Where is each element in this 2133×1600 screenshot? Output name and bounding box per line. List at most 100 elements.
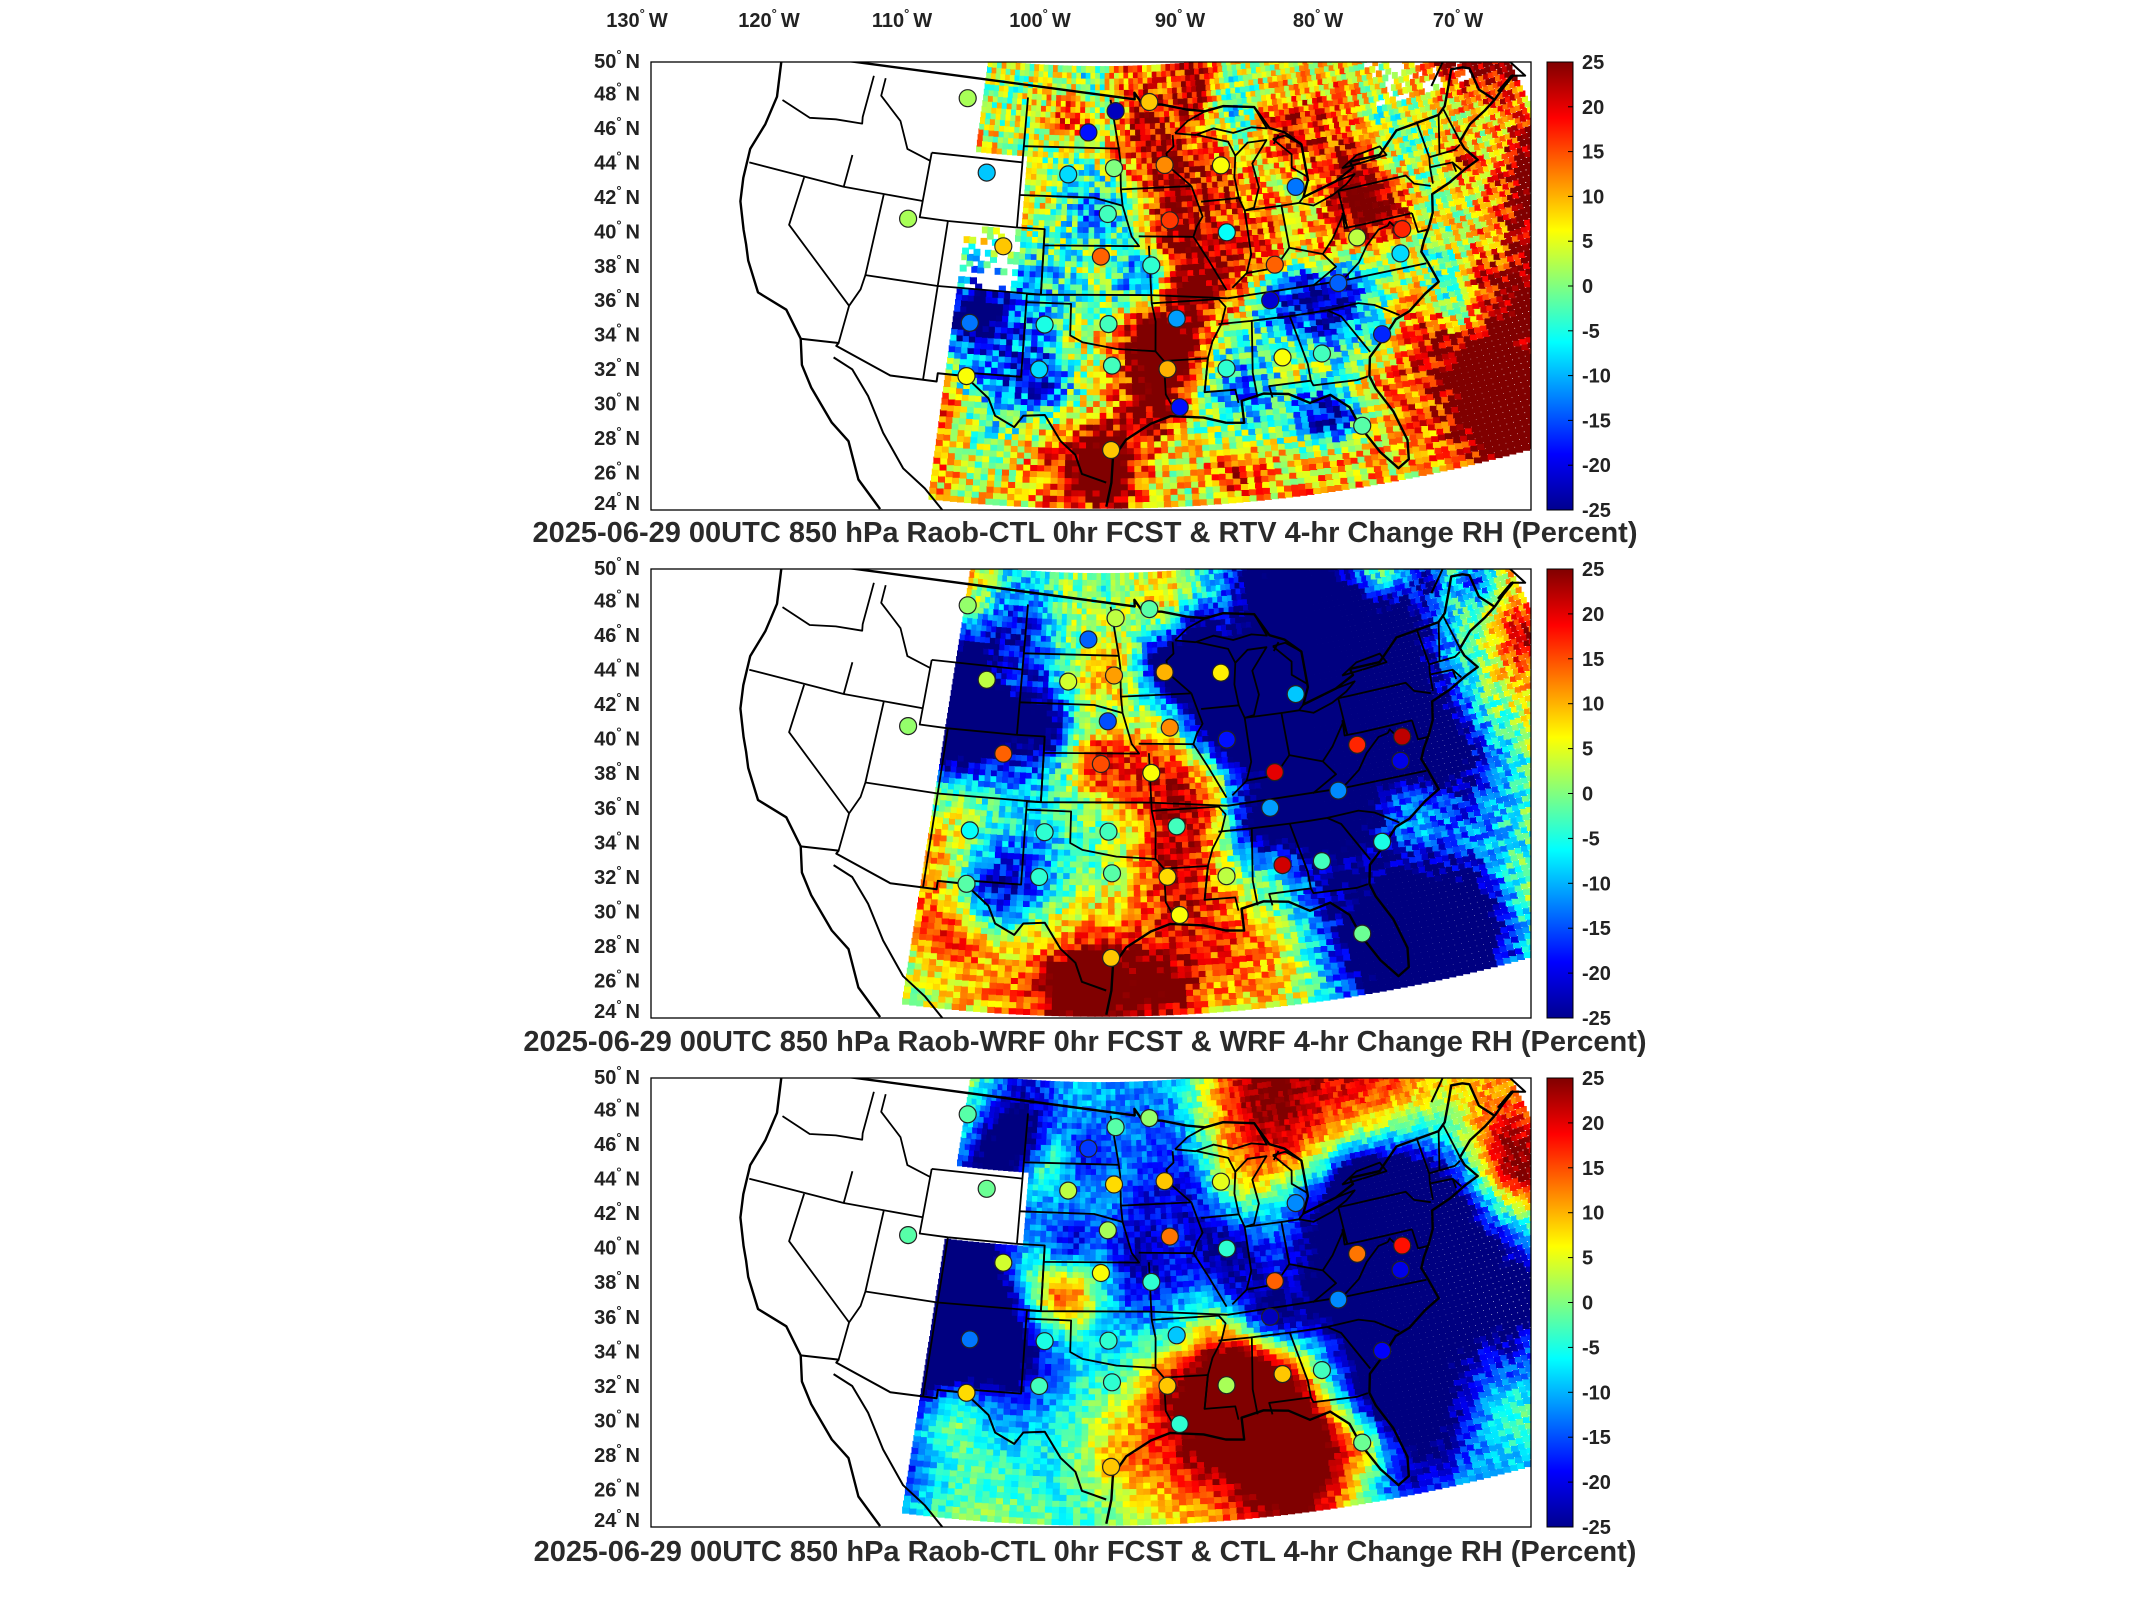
state-border <box>1019 701 1123 714</box>
raob-station-marker <box>898 209 918 228</box>
lat-tick-label: 40° N <box>594 725 640 751</box>
lat-tick-label: 30° N <box>594 390 640 416</box>
map-frame <box>650 1077 1532 1528</box>
colorbar-tick-label: 25 <box>1582 559 1604 581</box>
raob-station-marker <box>1393 727 1412 746</box>
coastline <box>833 356 944 510</box>
state-border <box>848 1210 885 1323</box>
coastline <box>1105 1090 1515 1525</box>
state-border <box>1040 245 1045 295</box>
lat-tick-label: 34° N <box>594 828 640 854</box>
state-border <box>1437 622 1441 662</box>
raob-station-marker <box>898 716 918 736</box>
state-border <box>1250 828 1259 906</box>
raob-station-marker <box>1155 663 1174 682</box>
state-border <box>1310 1392 1369 1403</box>
state-border <box>1203 1374 1209 1409</box>
colorbar-tick-label: 25 <box>1582 52 1604 74</box>
lake-outline <box>1233 646 1268 719</box>
raob-station-marker <box>1312 344 1332 363</box>
state-border <box>1243 1226 1253 1290</box>
state-border <box>1243 717 1253 781</box>
state-border <box>1337 697 1413 737</box>
state-border <box>782 582 875 632</box>
lat-tick-label: 38° N <box>594 252 640 278</box>
lat-tick-label: 50° N <box>594 47 640 73</box>
state-border <box>1310 375 1369 387</box>
lat-tick-label: 48° N <box>594 587 640 613</box>
raob-station-marker <box>1140 599 1159 619</box>
colorbar-tick-label: -5 <box>1582 321 1600 343</box>
state-border <box>1151 1314 1227 1376</box>
raob-station-marker <box>1142 763 1161 783</box>
colorbar: 25 20 15 10 5 0 -5 -10 -15 -20 -25 <box>1546 559 1611 1030</box>
map-boundaries <box>739 569 1527 1018</box>
state-border <box>1023 652 1119 657</box>
lake-outline <box>1174 105 1268 136</box>
raob-station-marker <box>1099 1331 1118 1350</box>
coastline <box>1497 1078 1527 1109</box>
lat-tick-label: 26° N <box>594 1476 640 1502</box>
raob-station-marker <box>1099 822 1118 841</box>
lat-tick-label: 50° N <box>594 1063 640 1089</box>
coastline <box>1430 569 1444 594</box>
state-border <box>842 154 854 188</box>
raob-station-marker <box>1348 228 1367 247</box>
state-border <box>1338 174 1431 192</box>
state-border <box>931 659 1023 671</box>
raob-station-marker <box>994 237 1013 256</box>
state-border <box>1138 1202 1204 1255</box>
raob-station-marker <box>1391 1260 1410 1279</box>
raob-station-marker <box>1353 1433 1372 1452</box>
raob-station-marker <box>1261 291 1280 310</box>
raob-station-marker <box>1029 1376 1049 1396</box>
colorbar-tick-label: -15 <box>1582 1427 1611 1449</box>
state-border <box>1442 107 1461 142</box>
national-border <box>800 845 1107 992</box>
raob-station-marker <box>1158 1376 1177 1395</box>
lat-tick-label: 36° N <box>594 794 640 820</box>
colorbar-tick-label: -15 <box>1582 410 1611 432</box>
colorbar-tick-label: 10 <box>1582 1203 1604 1225</box>
colorbar-tick-label: -20 <box>1582 963 1611 985</box>
state-border <box>1250 1337 1259 1415</box>
lon-tick-label: 100° W <box>1009 6 1071 32</box>
state-border <box>1250 320 1259 398</box>
raob-station-marker <box>1091 754 1111 774</box>
raob-station-marker <box>977 163 996 182</box>
raob-stations <box>898 596 1412 968</box>
state-border <box>1201 197 1239 203</box>
raob-station-marker <box>1312 851 1332 871</box>
lat-tick-label: 26° N <box>594 967 640 993</box>
lat-tick-label: 44° N <box>594 656 640 682</box>
lat-tick-label: 44° N <box>594 148 640 174</box>
raob-station-marker <box>1155 1172 1174 1191</box>
raob-station-marker <box>1211 156 1231 175</box>
state-border <box>922 728 949 888</box>
raob-station-marker <box>1029 360 1049 379</box>
map-panel: 50° N 48° N 46° N 44° N 42° N 40° N 38° N 36° N 34° N 32° N… <box>523 554 1646 1058</box>
coastline <box>833 1373 944 1527</box>
state-border <box>788 177 850 307</box>
colorbar-tick-label: 5 <box>1582 231 1593 253</box>
national-border <box>800 337 1107 484</box>
coastline <box>1105 581 1515 1016</box>
state-border <box>1337 1206 1413 1246</box>
raob-station-marker <box>1391 244 1410 263</box>
raob-station-marker <box>1348 735 1367 754</box>
state-border <box>1337 190 1413 230</box>
colorbar-tick-label: -25 <box>1582 1008 1611 1030</box>
state-border <box>1192 1252 1228 1308</box>
raob-station-marker <box>1098 204 1117 224</box>
raob-station-marker <box>1167 309 1186 328</box>
map-panel: 50° N 48° N 46° N 44° N 42° N 40° N 38° N 36° N 34° N 32° N… <box>533 47 1638 549</box>
state-border <box>1341 1241 1389 1298</box>
coastline <box>1497 569 1527 600</box>
state-border <box>1196 1150 1237 1173</box>
map-boundaries <box>739 1078 1527 1527</box>
raob-station-marker <box>1273 348 1292 367</box>
raob-station-marker <box>1079 123 1098 142</box>
raob-station-marker <box>1106 1118 1125 1137</box>
raob-station-marker <box>1035 315 1054 334</box>
coastline <box>1105 74 1515 508</box>
